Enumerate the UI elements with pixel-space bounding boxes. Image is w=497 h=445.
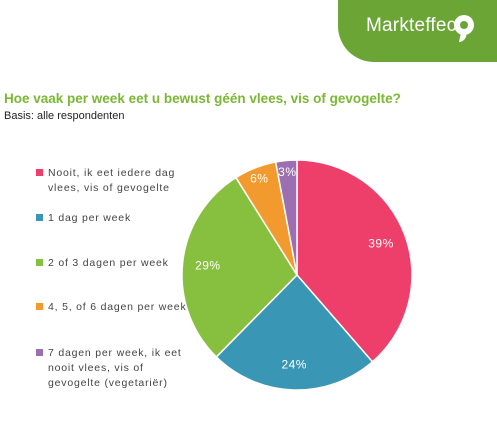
pie-slice <box>181 176 298 359</box>
legend-label: 1 dag per week <box>48 212 131 224</box>
pie-slice <box>296 159 413 363</box>
legend-swatch <box>36 169 43 176</box>
legend-label: Nooit, ik eet iedere dag vlees, vis of g… <box>48 167 176 194</box>
slice-data-label: 3% <box>278 165 296 179</box>
slice-data-label: 6% <box>250 172 268 186</box>
legend-swatch <box>36 303 43 310</box>
pie-slice <box>215 273 374 391</box>
chart-title: Hoe vaak per week eet u bewust géén vlee… <box>4 91 401 106</box>
pie-slice <box>274 159 298 276</box>
legend-swatch <box>36 349 43 356</box>
chart-subtitle: Basis: alle respondenten <box>4 110 125 122</box>
brand-logo-icon <box>454 15 474 35</box>
legend-label: 2 of 3 dagen per week <box>48 257 169 269</box>
slice-data-label: 24% <box>281 358 307 372</box>
slice-data-label: 39% <box>368 237 394 251</box>
legend-label: 4, 5, of 6 dagen per week <box>48 301 187 313</box>
legend-swatch <box>36 214 43 221</box>
slice-data-label: 29% <box>195 258 221 272</box>
legend-label: 7 dagen per week, ik eet nooit vlees, vi… <box>48 347 182 389</box>
brand-name: Markteffect <box>366 15 462 36</box>
legend-swatch <box>36 259 43 266</box>
